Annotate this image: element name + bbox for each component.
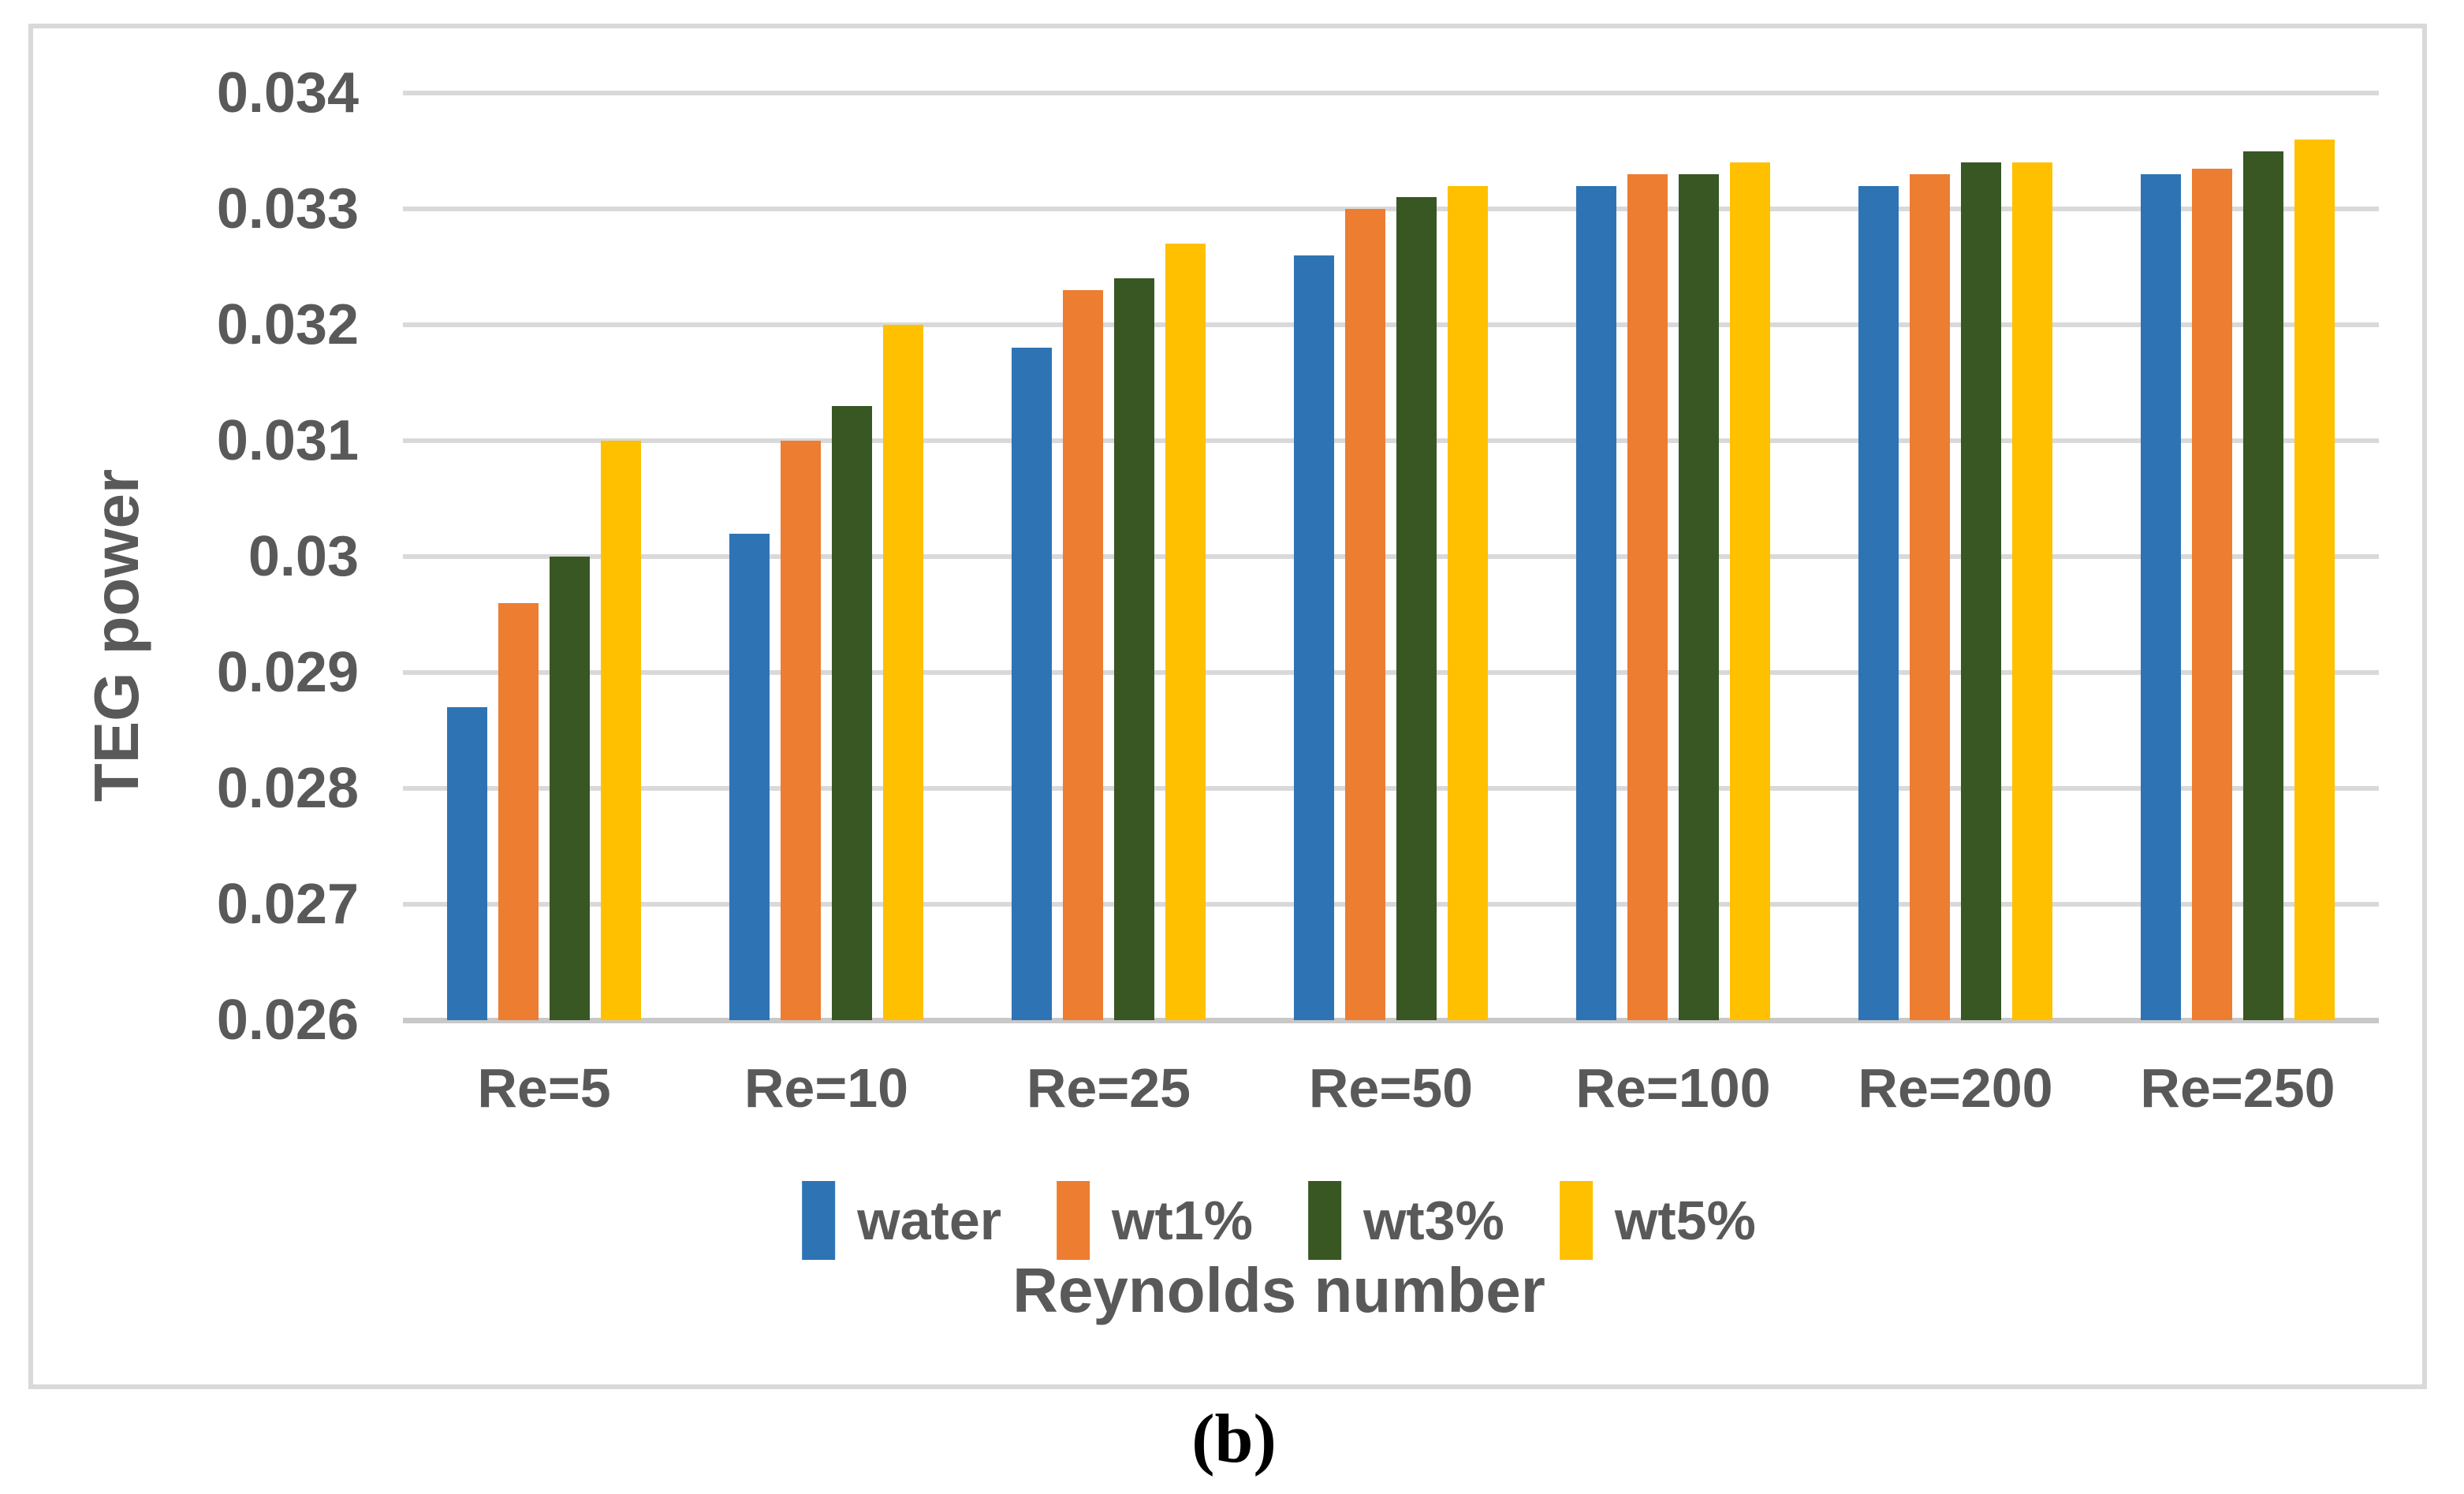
y-tick-label-0.03: 0.03 xyxy=(248,525,359,588)
x-tick-label-re25: Re=25 xyxy=(1026,1057,1191,1119)
bar-wt3pct-re50 xyxy=(1396,197,1437,1020)
bar-wt1pct-re10 xyxy=(781,441,821,1020)
bar-water-re250 xyxy=(2141,173,2181,1020)
bar-wt1pct-re50 xyxy=(1345,209,1385,1020)
bar-wt3pct-re200 xyxy=(1961,162,2001,1020)
legend-label-wt5pct: wt5% xyxy=(1614,1190,1756,1251)
bar-wt5pct-re200 xyxy=(2012,162,2052,1020)
gridline-y-0.032 xyxy=(403,322,2379,327)
bar-wt5pct-re10 xyxy=(883,325,923,1020)
y-tick-label-0.032: 0.032 xyxy=(216,293,359,356)
x-axis-title: Reynolds number xyxy=(1012,1255,1545,1325)
x-tick-label-re10: Re=10 xyxy=(744,1057,909,1119)
gridline-y-0.028 xyxy=(403,786,2379,791)
bar-wt3pct-re100 xyxy=(1679,173,1719,1020)
legend-label-wt1pct: wt1% xyxy=(1112,1190,1253,1251)
x-tick-label-re5: Re=5 xyxy=(477,1057,611,1119)
bar-water-re100 xyxy=(1576,185,1616,1020)
legend-label-water: water xyxy=(857,1190,1002,1251)
gridline-y-0.03 xyxy=(403,554,2379,559)
y-tick-label-0.033: 0.033 xyxy=(216,177,359,240)
gridline-y-0.029 xyxy=(403,670,2379,675)
bar-water-re5 xyxy=(447,707,487,1020)
bar-wt1pct-re5 xyxy=(498,602,539,1020)
bar-water-re25 xyxy=(1012,348,1052,1020)
x-tick-label-re50: Re=50 xyxy=(1308,1057,1474,1119)
x-tick-label-re200: Re=200 xyxy=(1858,1057,2053,1119)
legend: water wt1% wt3% wt5% xyxy=(802,1181,1756,1260)
bar-wt5pct-re5 xyxy=(601,441,641,1020)
bar-wt3pct-re25 xyxy=(1114,278,1154,1020)
y-tick-label-0.031: 0.031 xyxy=(216,409,359,472)
bar-wt1pct-re100 xyxy=(1627,173,1668,1020)
legend-item-wt3pct: wt3% xyxy=(1307,1181,1504,1260)
gridline-y-0.034 xyxy=(403,91,2379,95)
x-tick-label-re100: Re=100 xyxy=(1575,1057,1771,1119)
y-tick-label-0.029: 0.029 xyxy=(216,641,359,704)
legend-swatch-wt3pct xyxy=(1307,1181,1341,1260)
bar-water-re50 xyxy=(1294,255,1334,1020)
legend-swatch-wt1pct xyxy=(1057,1181,1090,1260)
bar-wt5pct-re250 xyxy=(2294,139,2335,1020)
bar-wt1pct-re200 xyxy=(1910,173,1950,1020)
bar-wt3pct-re250 xyxy=(2243,151,2283,1020)
gridline-y-0.027 xyxy=(403,902,2379,907)
bar-wt3pct-re10 xyxy=(832,405,872,1020)
bar-wt1pct-re250 xyxy=(2192,168,2232,1020)
bar-water-re10 xyxy=(729,533,770,1020)
legend-item-wt1pct: wt1% xyxy=(1057,1181,1253,1260)
gridline-y-0.033 xyxy=(403,207,2379,211)
y-tick-label-0.026: 0.026 xyxy=(216,989,359,1052)
bar-wt5pct-re100 xyxy=(1730,162,1770,1020)
legend-swatch-wt5pct xyxy=(1559,1181,1593,1260)
chart-frame: TEG power water wt1% wt3% wt5% Reynolds num… xyxy=(28,24,2427,1389)
figure-caption: (b) xyxy=(1191,1401,1277,1477)
x-axis-line xyxy=(403,1018,2379,1023)
y-tick-label-0.028: 0.028 xyxy=(216,757,359,820)
bar-water-re200 xyxy=(1858,185,1899,1020)
bar-wt1pct-re25 xyxy=(1063,289,1103,1020)
legend-item-wt5pct: wt5% xyxy=(1559,1181,1756,1260)
legend-label-wt3pct: wt3% xyxy=(1362,1190,1504,1251)
gridline-y-0.031 xyxy=(403,438,2379,443)
bar-wt5pct-re25 xyxy=(1165,244,1206,1020)
bar-wt5pct-re50 xyxy=(1448,185,1488,1020)
bar-wt3pct-re5 xyxy=(550,557,590,1020)
y-tick-label-0.034: 0.034 xyxy=(216,61,359,125)
y-tick-label-0.027: 0.027 xyxy=(216,873,359,936)
legend-swatch-water xyxy=(802,1181,836,1260)
legend-item-water: water xyxy=(802,1181,1001,1260)
x-tick-label-re250: Re=250 xyxy=(2140,1057,2335,1119)
